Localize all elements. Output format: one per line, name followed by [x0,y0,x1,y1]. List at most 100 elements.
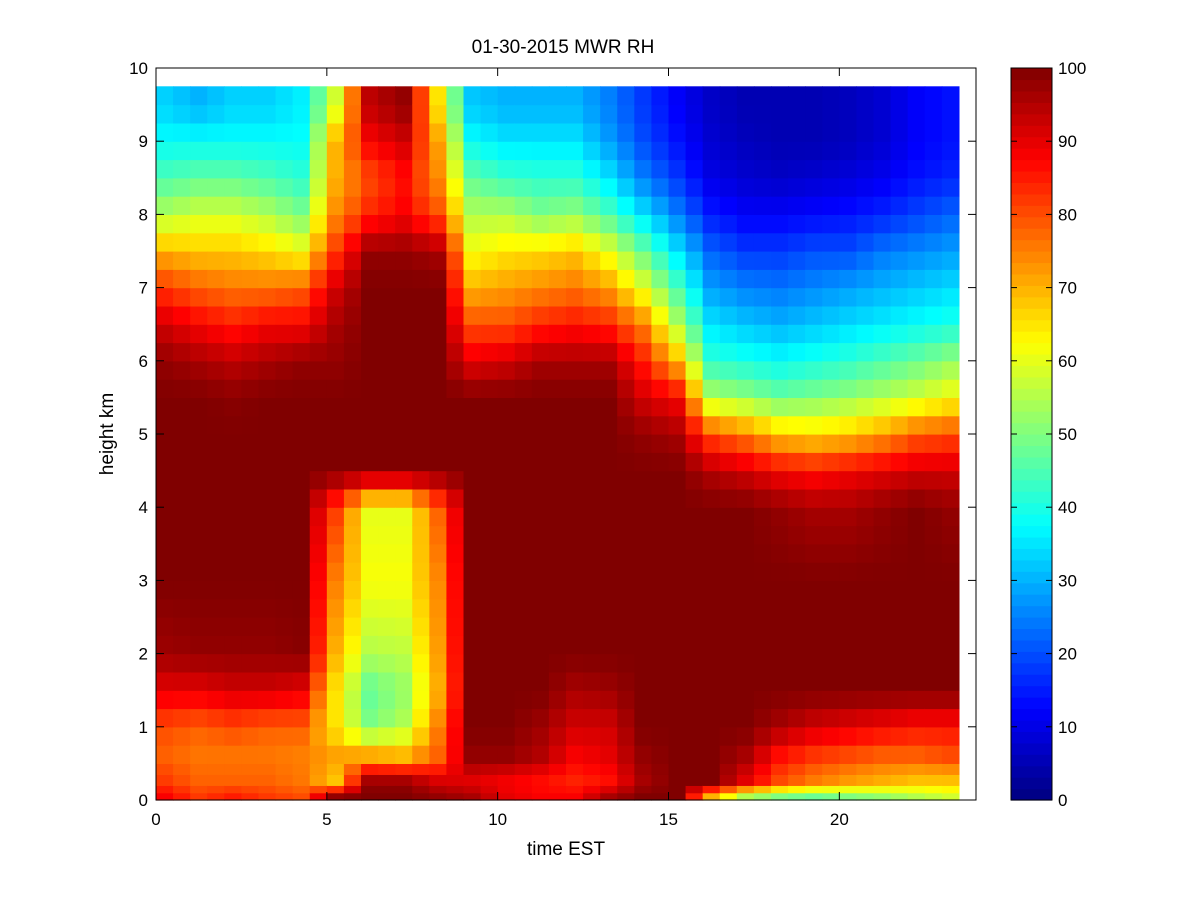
heatmap-cell [548,507,567,527]
heatmap-cell [207,122,225,142]
heatmap-cell [173,635,191,655]
heatmap-cell [788,324,806,344]
heatmap-cell [856,177,875,197]
heatmap-cell [685,196,704,215]
heatmap-cell [531,745,550,764]
heatmap-cell [497,86,516,106]
heatmap-cell [548,434,567,453]
heatmap-cell [856,653,875,673]
heatmap-cell [326,598,345,618]
heatmap-cell [463,269,482,289]
heatmap-cell [890,774,909,786]
heatmap-cell [343,507,362,527]
heatmap-cell [292,324,311,344]
heatmap-cell [309,617,328,636]
heatmap-cell [173,562,191,581]
heatmap-cell [873,617,892,636]
heatmap-cell [873,470,892,490]
heatmap-cell [224,415,243,435]
heatmap-cell [190,397,208,417]
heatmap-cell [190,434,208,453]
heatmap-cell [771,488,789,508]
heatmap-cell [173,580,191,600]
heatmap-cell [873,562,892,581]
colorbar-strip [1011,525,1052,538]
heatmap-cell [326,525,345,545]
heatmap-cell [156,379,174,398]
colorbar-strip [1011,308,1052,321]
heatmap-cell [446,305,465,325]
heatmap-cell [275,196,294,215]
heatmap-cell [531,562,550,581]
heatmap-cell [617,104,635,124]
heatmap-cell [463,196,482,215]
heatmap-cell [429,214,448,234]
heatmap-cell [805,635,823,655]
heatmap-cell [207,86,225,106]
heatmap-cell [856,562,875,581]
heatmap-cell [651,305,670,325]
heatmap-cell [856,269,875,289]
heatmap-cell [241,653,260,673]
heatmap-cell [207,287,225,307]
colorbar-strip [1011,788,1052,801]
heatmap-cell [873,690,892,710]
heatmap-cell [753,543,772,563]
heatmap-cell [497,763,516,775]
heatmap-cell [343,86,362,106]
heatmap-cell [771,214,789,234]
heatmap-cell [343,774,362,786]
heatmap-cell [548,488,567,508]
heatmap-cell [275,690,294,710]
heatmap-cell [224,525,243,545]
heatmap-cell [651,324,670,344]
heatmap-cell [190,653,208,673]
heatmap-cell [497,196,516,215]
heatmap-cell [531,774,550,786]
heatmap-cell [361,86,379,106]
colorbar-strip [1011,708,1052,721]
heatmap-cell [566,104,584,124]
heatmap-cell [890,379,909,398]
heatmap-cell [531,269,550,289]
heatmap-cell [941,525,960,545]
heatmap-cell [531,305,550,325]
heatmap-cell [839,141,858,161]
heatmap-cell [378,360,396,380]
heatmap-cell [771,580,789,600]
heatmap-cell [224,269,243,289]
heatmap-cell [668,726,687,746]
heatmap-cell [668,690,687,710]
heatmap-cell [566,745,584,764]
heatmap-cell [326,507,345,527]
heatmap-cell [207,232,225,252]
heatmap-cell [753,792,772,801]
heatmap-cell [463,726,482,746]
heatmap-cell [480,785,499,794]
heatmap-cell [839,232,858,252]
heatmap-cell [771,792,789,801]
heatmap-cell [907,671,926,691]
heatmap-cell [651,726,670,746]
heatmap-cell [583,763,601,775]
heatmap-cell [873,434,892,453]
heatmap-cell [685,488,704,508]
heatmap-cell [600,785,618,794]
heatmap-cell [702,452,721,472]
heatmap-cell [514,525,533,545]
heatmap-cell [890,452,909,472]
heatmap-cell [514,635,533,655]
heatmap-cell [856,324,875,344]
heatmap-cell [736,708,755,728]
heatmap-cell [309,745,328,764]
heatmap-cell [805,763,823,775]
heatmap-cell [890,507,909,527]
heatmap-cell [173,196,191,215]
heatmap-cell [480,397,499,417]
colorbar-strip [1011,502,1052,515]
heatmap-cell [702,708,721,728]
heatmap-cell [326,159,345,179]
heatmap-cell [805,342,823,362]
heatmap-cell [805,324,823,344]
heatmap-cell [788,360,806,380]
